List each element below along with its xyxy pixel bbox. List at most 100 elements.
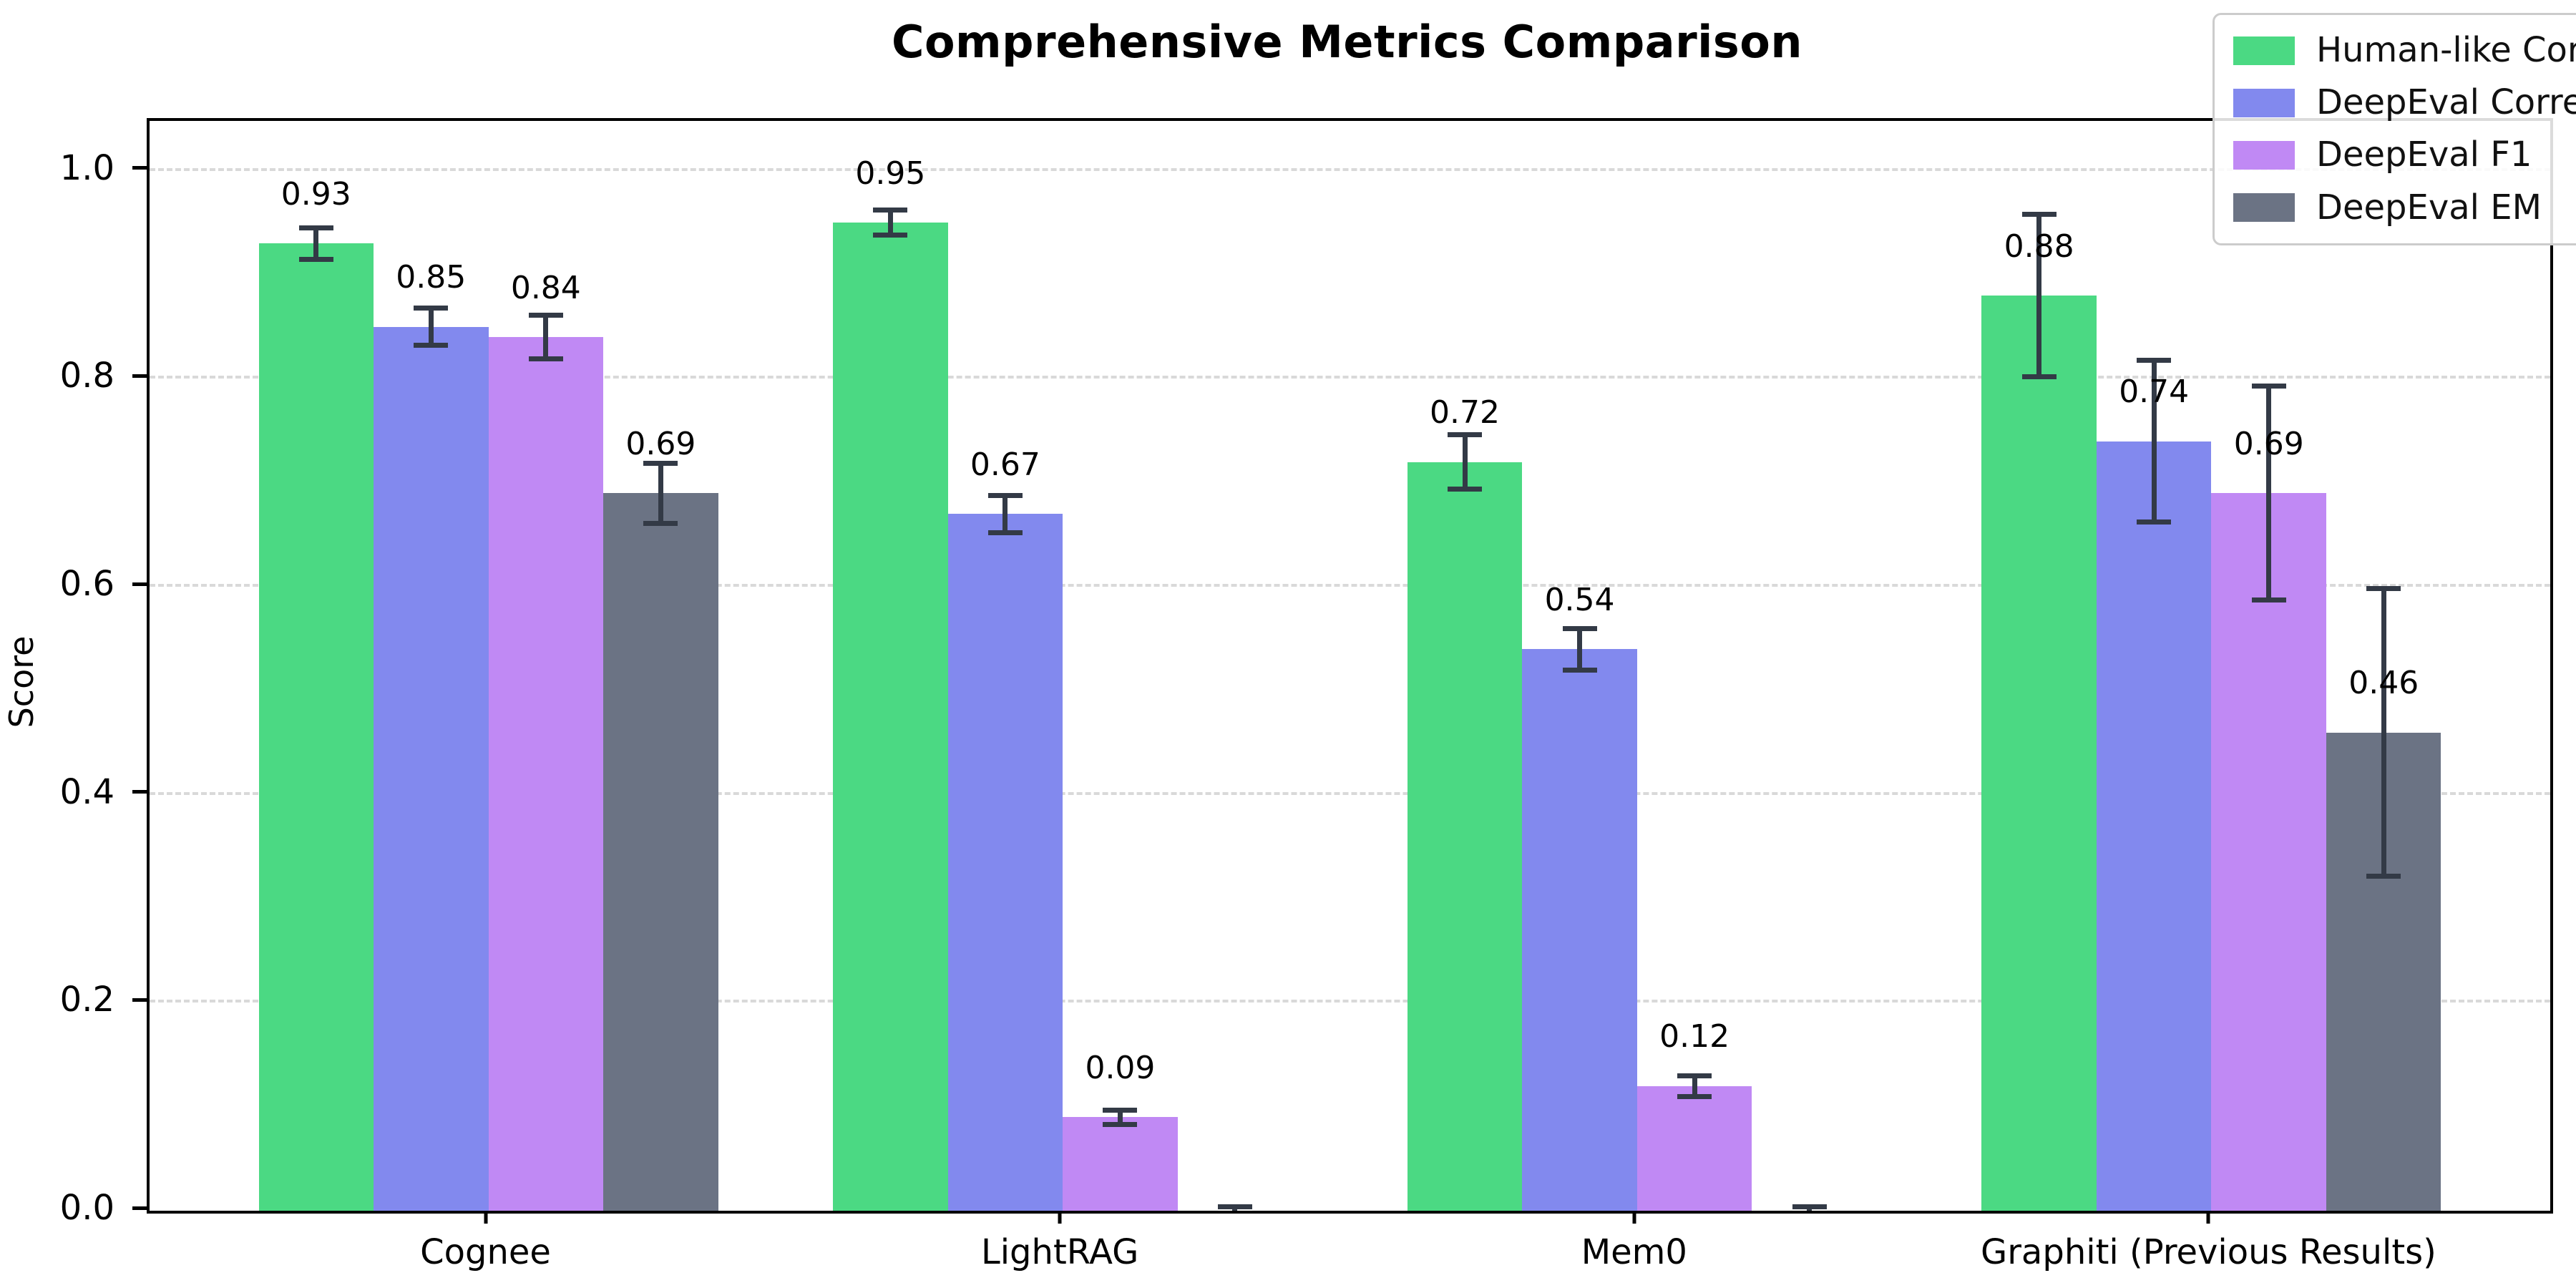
error-bar-cap (987, 492, 1023, 498)
plot-area: 0.93 0.95 0.72 0.88 0.85 0.67 0.54 0.74 0.84 0.09… (147, 118, 2553, 1214)
bar (833, 223, 948, 1211)
gridline (150, 791, 2550, 795)
error-bar-cap (2137, 519, 2172, 525)
bar (1063, 1117, 1178, 1211)
error-bar-cap (987, 530, 1023, 535)
value-label: 0.46 (2348, 664, 2419, 701)
value-label: 0.72 (1430, 394, 1500, 431)
error-bar (887, 210, 893, 235)
legend-label: DeepEval EM (2316, 187, 2542, 228)
y-tick-label: 0.8 (59, 356, 114, 396)
error-bar-cap (1103, 1121, 1138, 1127)
error-bar-cap (298, 256, 333, 262)
error-bar-cap (1677, 1093, 1712, 1099)
error-bar (2036, 214, 2042, 377)
y-tick-mark (132, 166, 147, 170)
gridline (150, 584, 2550, 587)
value-label: 0.88 (2004, 228, 2074, 265)
error-bar-cap (528, 313, 563, 318)
gridline (150, 167, 2550, 171)
y-tick-mark (132, 790, 147, 794)
error-bar-cap (298, 225, 333, 231)
legend: Human-like Correctness DeepEval Correctne… (2212, 13, 2576, 245)
error-bar-cap (2021, 374, 2057, 379)
y-tick-mark (132, 1206, 147, 1210)
error-bar-cap (643, 460, 678, 466)
error-bar-cap (2366, 873, 2401, 879)
error-bar-cap (2251, 597, 2286, 603)
x-tick-label: Mem0 (1581, 1232, 1687, 1272)
error-bar-cap (2366, 586, 2401, 592)
legend-swatch (2233, 36, 2295, 65)
y-tick-mark (132, 582, 147, 586)
legend-label: Human-like Correctness (2316, 30, 2576, 70)
legend-label: DeepEval F1 (2316, 135, 2532, 175)
bar (947, 514, 1063, 1211)
error-bar (543, 315, 549, 359)
bar (1407, 462, 1523, 1211)
error-bar-cap (2137, 357, 2172, 363)
error-bar (313, 228, 319, 260)
error-bar (658, 463, 663, 524)
error-bar-cap (1562, 625, 1597, 631)
x-tick-mark (1632, 1211, 1636, 1224)
bar (603, 493, 718, 1211)
gridline (150, 376, 2550, 379)
error-bar-cap (1562, 667, 1597, 673)
error-bar-cap (1677, 1073, 1712, 1078)
error-bar (1002, 495, 1008, 533)
error-bar (2381, 588, 2386, 877)
bar (374, 326, 489, 1211)
value-label: 0.12 (1659, 1018, 1730, 1055)
error-bar-cap (643, 520, 678, 526)
legend-swatch (2233, 193, 2295, 223)
value-label: 0.09 (1085, 1049, 1156, 1086)
bar (2096, 441, 2212, 1211)
x-tick-mark (1058, 1211, 1062, 1224)
value-label: 0.93 (280, 175, 351, 213)
error-bar-cap (414, 306, 449, 311)
error-bar-cap (528, 356, 563, 362)
value-label: 0.74 (2119, 374, 2190, 411)
x-tick-label: LightRAG (980, 1232, 1139, 1272)
value-label: 0.69 (625, 425, 696, 462)
bar (258, 243, 374, 1211)
error-bar-cap (873, 233, 908, 238)
value-label: 0.84 (510, 269, 581, 306)
y-tick-label: 1.0 (59, 147, 114, 188)
legend-item: DeepEval Correctness (2233, 82, 2576, 122)
error-bar-cap (414, 343, 449, 348)
error-bar (428, 308, 434, 346)
bar (2211, 493, 2326, 1211)
bar (1636, 1085, 1752, 1211)
x-tick-mark (484, 1211, 488, 1224)
bar (488, 337, 604, 1211)
error-bar-cap (1448, 432, 1483, 438)
value-label: 0.95 (855, 155, 926, 192)
legend-swatch (2233, 88, 2295, 117)
error-bar (1692, 1075, 1697, 1097)
legend-item: DeepEval EM (2233, 187, 2576, 228)
y-tick-label: 0.4 (59, 771, 114, 812)
error-bar (2151, 360, 2157, 522)
error-bar (1462, 434, 1468, 489)
bar (1522, 649, 1637, 1211)
legend-item: DeepEval F1 (2233, 135, 2576, 175)
gridline (150, 1000, 2550, 1003)
y-tick-mark (132, 997, 147, 1002)
error-bar-cap (1448, 486, 1483, 492)
error-bar (2266, 386, 2272, 600)
x-tick-mark (2206, 1211, 2210, 1224)
value-label: 0.54 (1544, 581, 1615, 618)
y-tick-mark (132, 374, 147, 378)
error-bar-cap (2021, 212, 2057, 218)
error-bar-cap (873, 208, 908, 213)
legend-swatch (2233, 140, 2295, 170)
chart-title: Comprehensive Metrics Comparison (891, 16, 1803, 68)
value-label: 0.67 (970, 446, 1040, 483)
error-bar-cap (1792, 1204, 1827, 1209)
value-label: 0.69 (2233, 425, 2304, 462)
error-bar-cap (1217, 1204, 1252, 1209)
error-bar (1117, 1110, 1123, 1125)
